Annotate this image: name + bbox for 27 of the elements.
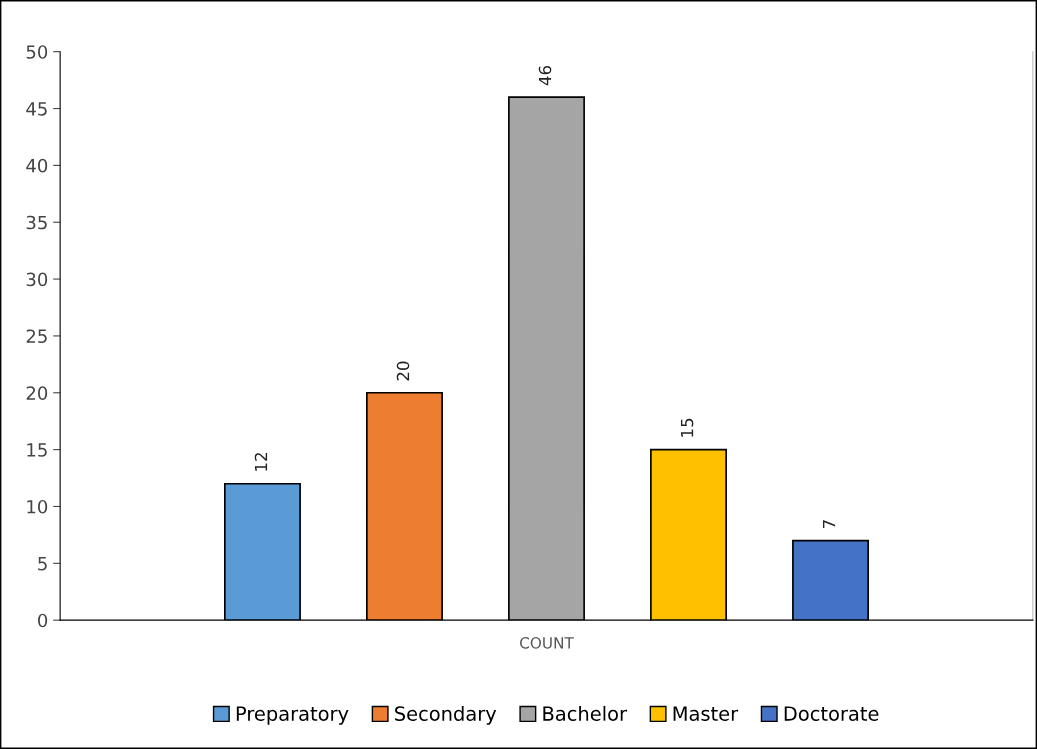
y-tick-label: 10 xyxy=(27,499,48,514)
y-tick-label: 45 xyxy=(26,102,47,116)
y-tick-label: 15 xyxy=(27,443,47,457)
bar xyxy=(508,96,585,621)
data-label: 7 xyxy=(822,520,836,529)
data-label: 46 xyxy=(538,65,552,86)
bar xyxy=(650,448,727,621)
y-tick-label: 50 xyxy=(26,45,48,59)
bar xyxy=(223,482,301,621)
y-tick-label: 35 xyxy=(26,215,47,230)
y-tick-label: 0 xyxy=(38,613,48,628)
legend-label: Preparatory xyxy=(236,706,349,725)
bar xyxy=(366,391,443,621)
x-tick-label: COUNT xyxy=(520,637,574,649)
y-tick-label: 30 xyxy=(26,272,48,287)
legend-label: Master xyxy=(673,706,739,721)
y-tick-label: 5 xyxy=(38,557,47,571)
y-tick-label: 20 xyxy=(26,386,48,400)
y-tick-label: 40 xyxy=(26,158,48,173)
y-tick-label: 25 xyxy=(26,329,47,344)
bar xyxy=(792,539,869,621)
legend-label: Bachelor xyxy=(543,705,627,721)
legend-label: Secondary xyxy=(395,705,497,725)
legend-label: Doctorate xyxy=(784,706,879,721)
data-label: 12 xyxy=(254,453,268,471)
data-label: 15 xyxy=(680,418,694,437)
data-label: 20 xyxy=(396,361,410,381)
